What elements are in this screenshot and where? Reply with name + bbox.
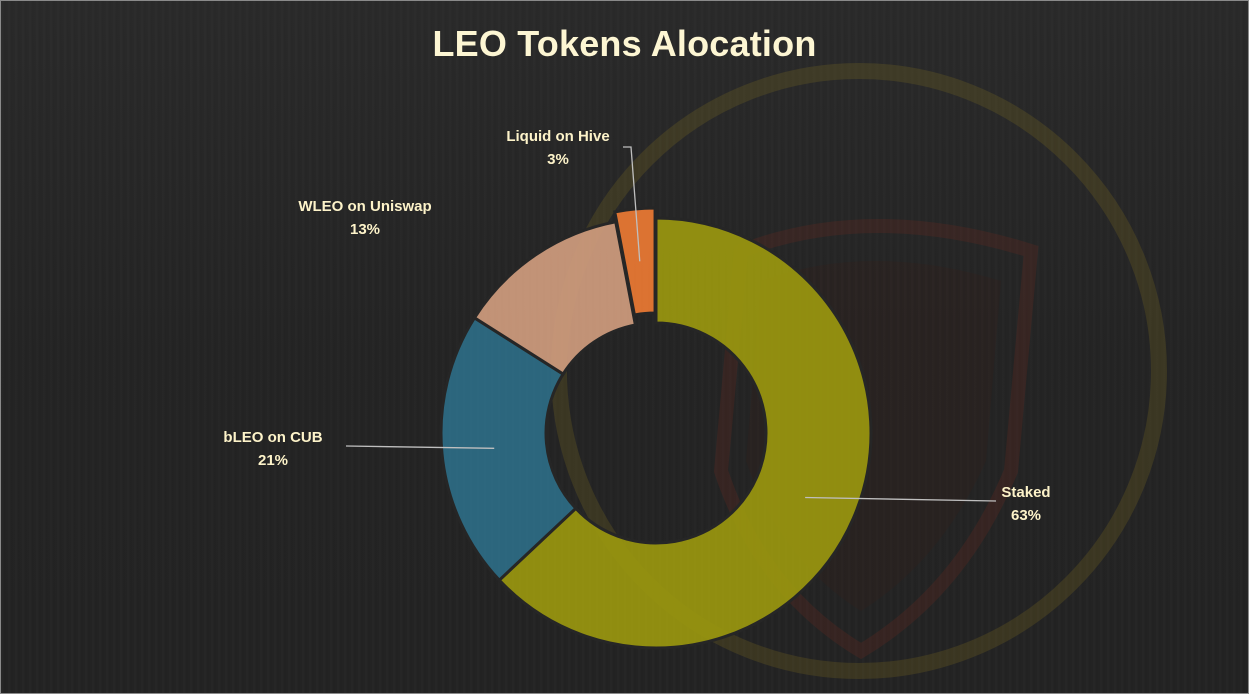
slice-label: WLEO on Uniswap	[298, 198, 431, 215]
slice-value-label: 63%	[1011, 507, 1041, 524]
leader-line-liquid-on-hive	[623, 146, 641, 262]
slice-liquid-on-hive	[613, 206, 657, 317]
leader-line-staked	[805, 496, 997, 502]
slice-value-label: 13%	[350, 221, 380, 238]
slice-bleo-on-cub	[439, 315, 578, 583]
slice-value-label: 21%	[258, 452, 288, 469]
slice-label: Liquid on Hive	[506, 128, 609, 145]
slice-value-label: 3%	[547, 151, 569, 168]
chart-title: LEO Tokens Alocation	[432, 23, 817, 64]
leader-lines-group	[345, 146, 997, 502]
slices-group	[439, 206, 873, 650]
slice-staked	[497, 216, 873, 650]
labels-group: Staked 63% bLEO on CUB 21% WLEO on Uniswap 13…	[223, 128, 1050, 524]
slice-label: bLEO on CUB	[223, 429, 322, 446]
slice-label: Staked	[1001, 484, 1050, 501]
leader-line-bleo-on-cub	[345, 445, 495, 449]
